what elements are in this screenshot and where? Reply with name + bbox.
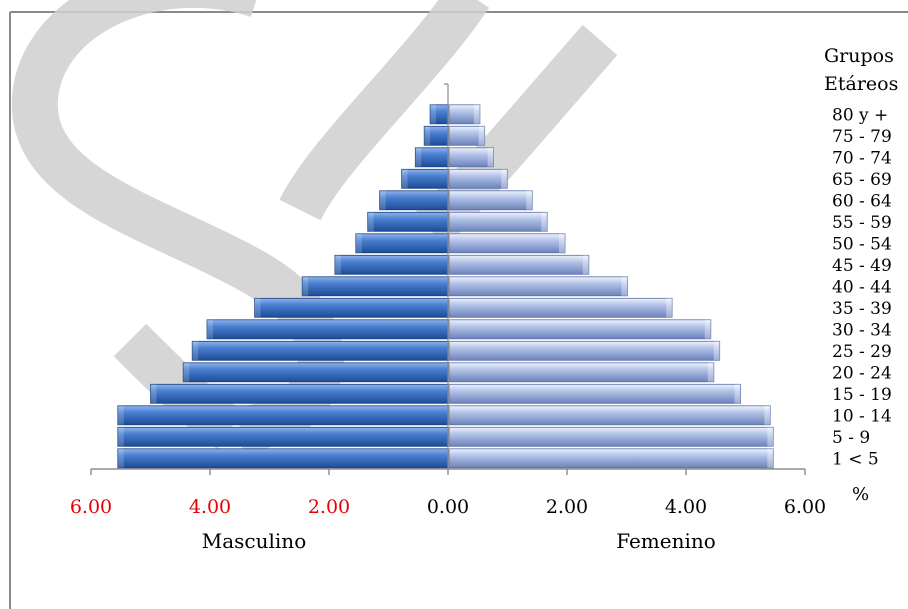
bar-masculino-cap-4 bbox=[150, 384, 157, 404]
bar-femenino-cap-16 bbox=[478, 126, 485, 146]
bar-femenino-cap-9 bbox=[621, 276, 628, 296]
age-group-label-4: 15 - 19 bbox=[832, 385, 892, 405]
age-group-label-10: 45 - 49 bbox=[832, 256, 892, 276]
x-axis-title-male: Masculino bbox=[202, 529, 306, 553]
age-group-label-8: 35 - 39 bbox=[832, 299, 892, 319]
age-group-label-15: 70 - 74 bbox=[832, 148, 892, 168]
bar-femenino-12 bbox=[448, 211, 548, 232]
bar-masculino-cap-11 bbox=[355, 233, 362, 253]
bar-masculino-cap-1 bbox=[117, 448, 124, 468]
bar-masculino-cap-16 bbox=[424, 126, 431, 146]
bar-femenino-16 bbox=[448, 125, 486, 146]
bar-femenino-cap-11 bbox=[559, 233, 565, 253]
bar-masculino-6 bbox=[191, 340, 449, 361]
bar-masculino-cap-15 bbox=[415, 147, 422, 167]
bars-group bbox=[117, 104, 774, 469]
bar-masculino-cap-8 bbox=[254, 298, 261, 318]
bar-masculino-cap-17 bbox=[430, 104, 437, 124]
bar-masculino-cap-7 bbox=[207, 319, 213, 339]
bar-femenino-2 bbox=[448, 426, 774, 447]
bar-femenino-cap-10 bbox=[582, 255, 589, 275]
bar-masculino-cap-6 bbox=[192, 341, 199, 361]
bar-masculino-cap-3 bbox=[117, 405, 124, 425]
legend-title-line-2: Etáreos bbox=[824, 73, 898, 95]
bar-femenino-13 bbox=[448, 190, 533, 211]
bar-femenino-7 bbox=[448, 319, 712, 340]
bar-femenino-11 bbox=[448, 233, 566, 254]
x-tick-label-3: 2.00 bbox=[308, 496, 350, 518]
age-group-label-13: 60 - 64 bbox=[832, 191, 892, 211]
bar-femenino-cap-2 bbox=[767, 427, 774, 447]
age-group-label-1: 1 < 5 bbox=[832, 449, 879, 469]
bar-femenino-14 bbox=[448, 168, 508, 189]
bar-femenino-cap-12 bbox=[541, 212, 548, 232]
age-group-label-3: 10 - 14 bbox=[832, 406, 892, 426]
age-group-label-17: 80 y + bbox=[832, 105, 888, 125]
age-group-label-6: 25 - 29 bbox=[832, 342, 892, 362]
x-axis-title-female: Femenino bbox=[616, 529, 716, 553]
bar-femenino-15 bbox=[448, 147, 494, 168]
age-group-label-14: 65 - 69 bbox=[832, 170, 892, 190]
x-tick-label-7: 6.00 bbox=[784, 496, 826, 518]
x-tick-label-1: 6.00 bbox=[70, 496, 112, 518]
bar-femenino-17 bbox=[448, 104, 481, 125]
bar-masculino-1 bbox=[117, 448, 449, 469]
bar-femenino-cap-7 bbox=[704, 319, 711, 339]
bar-masculino-cap-5 bbox=[183, 362, 190, 382]
bar-femenino-4 bbox=[448, 383, 742, 404]
bar-femenino-cap-15 bbox=[487, 147, 494, 167]
x-tick-label-4: 0.00 bbox=[427, 496, 469, 518]
legend-title-line-1: Grupos bbox=[824, 45, 894, 67]
x-tick-labels: 6.00 4.00 2.00 0.00 2.00 4.00 6.00 bbox=[70, 496, 826, 518]
x-unit-label: % bbox=[852, 484, 869, 505]
bar-femenino-8 bbox=[448, 297, 673, 318]
bar-masculino-4 bbox=[150, 383, 449, 404]
bar-femenino-cap-17 bbox=[473, 104, 480, 124]
x-tick-label-5: 2.00 bbox=[546, 496, 588, 518]
bar-femenino-9 bbox=[448, 276, 628, 297]
axes-group bbox=[90, 83, 806, 475]
bar-femenino-1 bbox=[448, 448, 774, 469]
bar-masculino-cap-9 bbox=[302, 276, 309, 296]
bar-femenino-cap-3 bbox=[764, 405, 771, 425]
age-group-label-5: 20 - 24 bbox=[832, 363, 892, 383]
bar-masculino-2 bbox=[117, 426, 449, 447]
x-tick-label-2: 4.00 bbox=[189, 496, 231, 518]
bar-masculino-13 bbox=[379, 190, 449, 211]
bar-masculino-cap-2 bbox=[117, 427, 124, 447]
bar-masculino-9 bbox=[301, 276, 449, 297]
bar-masculino-cap-10 bbox=[334, 255, 341, 275]
age-group-label-7: 30 - 34 bbox=[832, 320, 892, 340]
bar-masculino-3 bbox=[117, 405, 449, 426]
bar-masculino-8 bbox=[254, 297, 449, 318]
age-group-label-2: 5 - 9 bbox=[832, 428, 870, 448]
age-group-label-16: 75 - 79 bbox=[832, 127, 892, 147]
bar-femenino-cap-14 bbox=[501, 169, 508, 189]
bar-femenino-3 bbox=[448, 405, 771, 426]
bar-masculino-14 bbox=[401, 168, 449, 189]
age-group-label-11: 50 - 54 bbox=[832, 234, 892, 254]
bar-femenino-cap-8 bbox=[666, 298, 673, 318]
age-group-label-9: 40 - 44 bbox=[832, 277, 892, 297]
bar-femenino-cap-5 bbox=[707, 362, 714, 382]
bar-femenino-5 bbox=[448, 362, 715, 383]
bar-masculino-cap-14 bbox=[401, 169, 408, 189]
bar-masculino-11 bbox=[355, 233, 449, 254]
bar-masculino-cap-13 bbox=[379, 190, 386, 210]
bar-femenino-cap-4 bbox=[734, 384, 741, 404]
age-group-label-12: 55 - 59 bbox=[832, 213, 892, 233]
bar-femenino-cap-1 bbox=[767, 448, 774, 468]
bar-masculino-10 bbox=[334, 254, 449, 275]
bar-masculino-cap-12 bbox=[367, 212, 374, 232]
bar-femenino-cap-6 bbox=[713, 341, 720, 361]
bar-masculino-5 bbox=[182, 362, 449, 383]
bar-masculino-12 bbox=[367, 211, 449, 232]
bar-femenino-cap-13 bbox=[526, 190, 533, 210]
bar-femenino-10 bbox=[448, 254, 590, 275]
bar-femenino-6 bbox=[448, 340, 721, 361]
x-tick-label-6: 4.00 bbox=[665, 496, 707, 518]
bar-masculino-7 bbox=[206, 319, 449, 340]
